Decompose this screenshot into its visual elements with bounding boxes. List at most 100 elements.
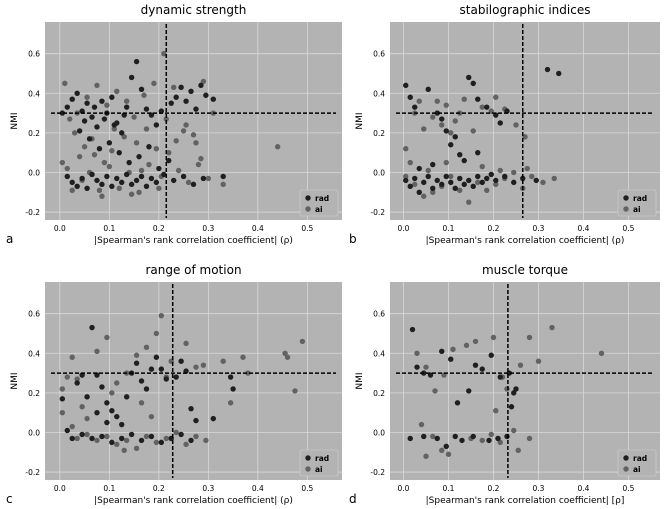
panel-d-x-tick-label: 0.0	[398, 484, 410, 493]
panel-c-point-rad	[59, 396, 66, 402]
panel-d-point-ai	[504, 386, 510, 392]
panel-a-point-rad	[143, 106, 150, 112]
panel-b-point-ai	[452, 118, 458, 124]
panel-a-point-rad	[114, 175, 120, 182]
panel-b-point-rad	[497, 120, 503, 126]
panel-a-point-ai	[123, 98, 130, 104]
panel-d-legend-marker-ai	[623, 466, 629, 472]
panel-a-point-rad	[109, 183, 115, 190]
panel-a-y-tick-label: 0.4	[28, 89, 40, 98]
panel-a-point-rad	[89, 114, 95, 120]
panel-a-point-rad	[190, 181, 197, 188]
panel-c-point-ai	[138, 400, 145, 406]
panel-c-point-rad	[178, 358, 184, 364]
panel-d-point-ai	[479, 437, 485, 444]
panel-b-legend-label-rad: rad	[633, 194, 647, 203]
panel-a-point-ai	[195, 161, 202, 168]
panel-b-letter: b	[349, 232, 357, 246]
panel-d-x-tick-label: 0.5	[623, 484, 635, 493]
panel-a-point-rad	[96, 146, 103, 152]
panel-d-legend-label-rad: rad	[633, 454, 647, 463]
panel-d-point-rad	[443, 443, 449, 450]
panel-a-point-ai	[190, 132, 197, 138]
panel-a-point-rad	[128, 181, 135, 188]
panel-c-legend-label-rad: rad	[315, 454, 329, 463]
panel-b-point-rad	[493, 177, 499, 184]
panel-a-point-rad	[119, 179, 125, 186]
panel-a-point-rad	[99, 98, 105, 104]
panel-d-point-ai	[472, 338, 479, 345]
panel-d-point-ai	[418, 421, 425, 428]
panel-b-point-ai	[466, 199, 472, 205]
panel-b-point-rad	[484, 104, 490, 110]
panel-a-point-rad	[183, 98, 189, 104]
panel-d-point-ai	[414, 350, 420, 356]
panel-d-letter: d	[349, 492, 357, 506]
panel-c-point-rad	[210, 415, 216, 422]
panel-c-point-ai	[114, 380, 120, 386]
panel-c-point-rad	[104, 400, 110, 406]
panel-d-legend-marker-rad	[623, 455, 629, 461]
panel-c-point-rad	[109, 439, 115, 446]
panel-b-point-rad	[544, 66, 551, 73]
panel-b-point-ai	[524, 165, 530, 172]
panel-d-x-axis-label: |Spearman's rank correlation coefficient…	[426, 496, 625, 506]
panel-a-point-rad	[69, 179, 75, 186]
panel-a-point-ai	[220, 181, 226, 188]
panel-a-point-ai	[76, 153, 83, 160]
panel-d-point-ai	[423, 364, 429, 370]
panel-a-point-rad	[104, 173, 110, 180]
panel-b-x-axis-label: |Spearman's rank correlation coefficient…	[426, 236, 625, 246]
panel-a-legend-marker-rad	[305, 195, 311, 201]
panel-d-point-ai	[549, 324, 555, 331]
panel-a-point-ai	[116, 185, 122, 192]
panel-c-point-ai	[203, 437, 209, 444]
panel-b-point-rad	[556, 70, 562, 77]
panel-c-point-rad	[123, 394, 130, 400]
panel-c-point-ai	[284, 354, 291, 360]
panel-c-point-rad	[69, 435, 75, 442]
panel-b-legend-marker-rad	[623, 195, 629, 201]
panel-b-point-ai	[403, 146, 409, 152]
panel-c-point-ai	[163, 435, 169, 442]
panel-b-point-rad	[403, 82, 409, 89]
panel-a-point-rad	[200, 175, 207, 182]
panel-a-point-rad	[180, 173, 187, 180]
panel-c-point-rad	[128, 431, 135, 438]
panel-b-point-rad	[452, 185, 458, 192]
panel-d-point-ai	[515, 447, 521, 453]
panel-a-point-ai	[131, 114, 137, 120]
panel-c-point-ai	[220, 358, 226, 364]
panel-c-point-ai	[74, 435, 80, 442]
panel-b-point-ai	[551, 175, 557, 182]
panel-d-x-tick-label: 0.3	[533, 484, 545, 493]
panel-a-point-ai	[101, 159, 108, 166]
panel-a-point-ai	[59, 159, 66, 166]
panel-b-point-rad	[475, 96, 481, 102]
panel-a-point-rad	[188, 88, 194, 95]
panel-c-point-ai	[69, 354, 75, 360]
panel-c-point-ai	[153, 439, 160, 446]
panel-a-point-ai	[205, 175, 212, 182]
panel-a-x-tick-label: 0.3	[202, 224, 214, 233]
panel-c-point-rad	[74, 380, 80, 386]
panel-d-point-ai	[463, 342, 470, 349]
panel-a-point-rad	[64, 104, 70, 110]
panel-a-point-rad	[148, 175, 155, 182]
panel-d-point-rad	[466, 388, 472, 394]
panel-d-point-ai	[450, 346, 456, 353]
panel-a-x-tick-label: 0.5	[301, 224, 313, 233]
panel-a-point-ai	[64, 165, 70, 172]
panel-d-point-rad	[497, 374, 503, 380]
panel-a-x-axis-label: |Spearman's rank correlation coefficient…	[94, 236, 293, 246]
panel-a-point-ai	[141, 92, 147, 98]
panel-b-legend-label-ai: ai	[633, 205, 641, 214]
panel-c-point-ai	[133, 445, 140, 452]
panel-b-point-rad	[484, 175, 490, 182]
panel-a-point-rad	[91, 104, 98, 110]
panel-b-point-rad	[457, 151, 463, 158]
panel-a-y-axis-label: NMI	[10, 112, 20, 129]
panel-c-point-rad	[89, 435, 95, 442]
panel-d-point-ai	[535, 358, 542, 364]
panel-d-point-rad	[513, 386, 519, 392]
